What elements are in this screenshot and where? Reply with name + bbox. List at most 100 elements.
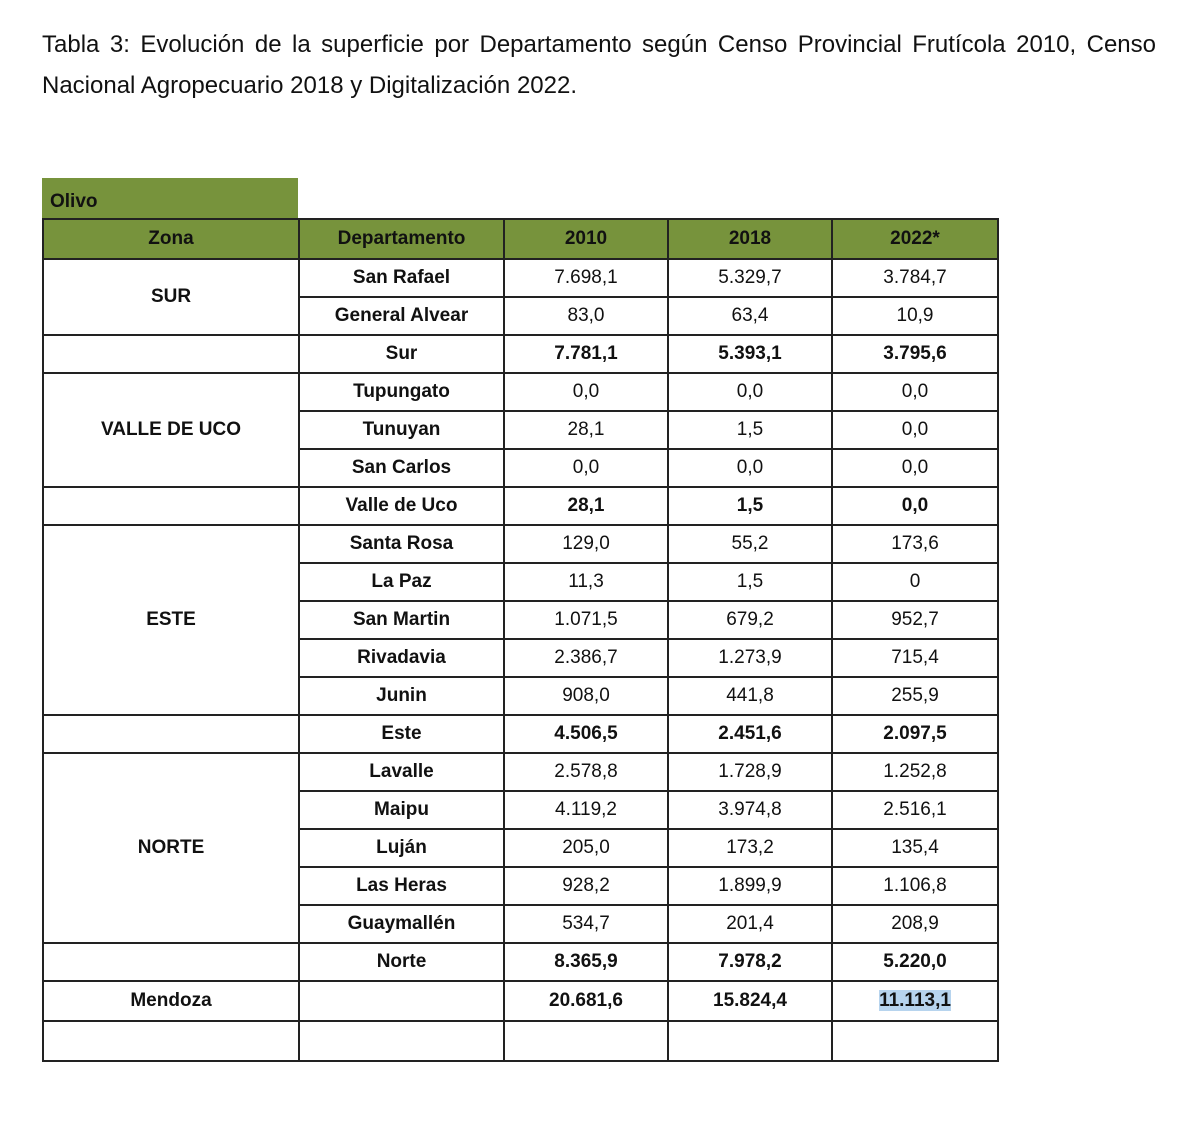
data-row: SUR San Rafael 7.698,1 5.329,7 3.784,7 bbox=[42, 258, 999, 336]
value-cell: 1.252,8 bbox=[831, 752, 999, 792]
department-cell: Rivadavia bbox=[298, 638, 505, 678]
value-cell: 0,0 bbox=[831, 448, 999, 488]
subtotal-value: 1,5 bbox=[667, 486, 833, 526]
subtotal-label: Este bbox=[298, 714, 505, 754]
department-cell: San Rafael bbox=[298, 258, 505, 298]
zone-cell: NORTE bbox=[42, 752, 300, 944]
subtotal-row: Sur 7.781,1 5.393,1 3.795,6 bbox=[42, 334, 999, 374]
department-cell: Santa Rosa bbox=[298, 524, 505, 564]
value-cell: 63,4 bbox=[667, 296, 833, 336]
subtotal-row: Norte 8.365,9 7.978,2 5.220,0 bbox=[42, 942, 999, 982]
data-row: Tunuyan 28,1 1,5 0,0 bbox=[43, 410, 999, 450]
subtotal-value: 5.393,1 bbox=[667, 334, 833, 374]
header-row: Zona Departamento 2010 2018 2022* bbox=[42, 218, 999, 260]
value-cell: 173,6 bbox=[831, 524, 999, 564]
department-cell: Guaymallén bbox=[298, 904, 505, 944]
value-cell: 4.119,2 bbox=[503, 790, 669, 830]
empty-cell bbox=[503, 1020, 669, 1062]
value-cell: 83,0 bbox=[503, 296, 669, 336]
value-cell: 3.784,7 bbox=[831, 258, 999, 298]
zone-cell: SUR bbox=[42, 258, 300, 336]
value-cell: 0,0 bbox=[831, 372, 999, 412]
value-cell: 928,2 bbox=[503, 866, 669, 906]
value-cell: 7.698,1 bbox=[503, 258, 669, 298]
table-label: Olivo bbox=[42, 178, 298, 218]
value-cell: 201,4 bbox=[667, 904, 833, 944]
department-cell: La Paz bbox=[298, 562, 505, 602]
value-cell: 5.329,7 bbox=[667, 258, 833, 298]
subtotal-value: 0,0 bbox=[831, 486, 999, 526]
subtotal-value: 28,1 bbox=[503, 486, 669, 526]
selected-text: 11.113,1 bbox=[879, 990, 951, 1011]
value-cell: 135,4 bbox=[831, 828, 999, 868]
value-cell: 3.974,8 bbox=[667, 790, 833, 830]
value-cell: 205,0 bbox=[503, 828, 669, 868]
empty-cell bbox=[831, 1020, 999, 1062]
subtotal-label: Norte bbox=[298, 942, 505, 982]
zone-cell: ESTE bbox=[42, 524, 300, 716]
department-cell: San Carlos bbox=[298, 448, 505, 488]
value-cell: 0,0 bbox=[667, 372, 833, 412]
department-cell: Luján bbox=[298, 828, 505, 868]
empty-cell bbox=[298, 1020, 505, 1062]
value-cell: 441,8 bbox=[667, 676, 833, 716]
data-row: Junin 908,0 441,8 255,9 bbox=[43, 676, 999, 716]
value-cell: 0,0 bbox=[831, 410, 999, 450]
data-row: Luján 205,0 173,2 135,4 bbox=[43, 828, 999, 868]
header-cell: 2018 bbox=[667, 218, 833, 260]
total-label: Mendoza bbox=[42, 980, 300, 1022]
value-cell: 679,2 bbox=[667, 600, 833, 640]
value-cell: 208,9 bbox=[831, 904, 999, 944]
total-value: 11.113,1 bbox=[831, 980, 999, 1022]
subtotal-value: 5.220,0 bbox=[831, 942, 999, 982]
department-cell: San Martin bbox=[298, 600, 505, 640]
value-cell: 715,4 bbox=[831, 638, 999, 678]
value-cell: 2.578,8 bbox=[503, 752, 669, 792]
value-cell: 1.071,5 bbox=[503, 600, 669, 640]
value-cell: 28,1 bbox=[503, 410, 669, 450]
data-row: General Alvear 83,0 63,4 10,9 bbox=[43, 296, 999, 336]
subtotal-label: Sur bbox=[298, 334, 505, 374]
total-row: Mendoza 20.681,6 15.824,4 11.113,1 bbox=[42, 980, 999, 1022]
value-cell: 1,5 bbox=[667, 562, 833, 602]
value-cell: 534,7 bbox=[503, 904, 669, 944]
value-cell: 0,0 bbox=[667, 448, 833, 488]
header-cell: 2010 bbox=[503, 218, 669, 260]
title: Tabla 3: Evolución de la superficie por … bbox=[42, 31, 1156, 99]
data-row: Rivadavia 2.386,7 1.273,9 715,4 bbox=[43, 638, 999, 678]
empty-cell bbox=[298, 980, 505, 1022]
empty-cell bbox=[42, 942, 300, 982]
value-cell: 0,0 bbox=[503, 448, 669, 488]
subtotal-value: 2.097,5 bbox=[831, 714, 999, 754]
empty-cell bbox=[42, 714, 300, 754]
data-row: Guaymallén 534,7 201,4 208,9 bbox=[43, 904, 999, 944]
total-value: 15.824,4 bbox=[667, 980, 833, 1022]
value-cell: 11,3 bbox=[503, 562, 669, 602]
data-row: VALLE DE UCO Tupungato 0,0 0,0 0,0 bbox=[42, 372, 999, 488]
value-cell: 2.516,1 bbox=[831, 790, 999, 830]
value-cell: 1.106,8 bbox=[831, 866, 999, 906]
data-row: Maipu 4.119,2 3.974,8 2.516,1 bbox=[43, 790, 999, 830]
value-cell: 173,2 bbox=[667, 828, 833, 868]
header-cell: Zona bbox=[42, 218, 300, 260]
total-value: 20.681,6 bbox=[503, 980, 669, 1022]
department-cell: Maipu bbox=[298, 790, 505, 830]
data-table: Zona Departamento 2010 2018 2022* SUR San Raf… bbox=[42, 218, 999, 1062]
value-cell: 129,0 bbox=[503, 524, 669, 564]
zone-cell: VALLE DE UCO bbox=[42, 372, 300, 488]
department-cell: Junin bbox=[298, 676, 505, 716]
value-cell: 0,0 bbox=[503, 372, 669, 412]
value-cell: 0 bbox=[831, 562, 999, 602]
data-row: San Carlos 0,0 0,0 0,0 bbox=[43, 448, 999, 488]
value-cell: 10,9 bbox=[831, 296, 999, 336]
subtotal-value: 7.781,1 bbox=[503, 334, 669, 374]
empty-cell bbox=[42, 1020, 300, 1062]
department-cell: General Alvear bbox=[298, 296, 505, 336]
value-cell: 1.273,9 bbox=[667, 638, 833, 678]
blank-row bbox=[42, 1020, 999, 1062]
empty-cell bbox=[667, 1020, 833, 1062]
subtotal-label: Valle de Uco bbox=[298, 486, 505, 526]
value-cell: 908,0 bbox=[503, 676, 669, 716]
subtotal-row: Este 4.506,5 2.451,6 2.097,5 bbox=[42, 714, 999, 754]
